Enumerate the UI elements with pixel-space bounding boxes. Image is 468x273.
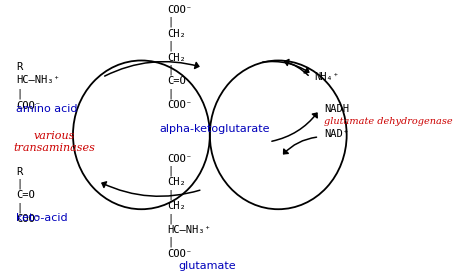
Text: C=O: C=O (167, 76, 186, 86)
Text: CH₂: CH₂ (167, 201, 186, 211)
Text: glutamate: glutamate (179, 261, 236, 271)
Text: alpha-ketoglutarate: alpha-ketoglutarate (160, 124, 270, 134)
Text: HC—NH₃⁺: HC—NH₃⁺ (167, 225, 211, 235)
Text: |: | (16, 88, 22, 99)
Text: |: | (16, 179, 22, 189)
Text: COO⁻: COO⁻ (167, 5, 192, 15)
Text: keto-acid: keto-acid (16, 213, 68, 223)
Text: NH₄⁺: NH₄⁺ (315, 72, 340, 82)
Text: NAD⁺: NAD⁺ (324, 129, 349, 139)
Text: |: | (16, 202, 22, 213)
Text: COO⁻: COO⁻ (16, 101, 42, 111)
Text: |: | (167, 88, 173, 99)
Text: NADH: NADH (324, 104, 349, 114)
Text: amino acid: amino acid (16, 104, 78, 114)
Text: CH₂: CH₂ (167, 177, 186, 188)
Text: C=O: C=O (16, 190, 35, 200)
Text: glutamate dehydrogenase: glutamate dehydrogenase (324, 117, 453, 126)
Text: COO⁻: COO⁻ (167, 100, 192, 110)
Text: R: R (16, 63, 22, 72)
Text: COO⁻: COO⁻ (167, 249, 192, 259)
Text: |: | (167, 237, 173, 248)
Text: CH₂: CH₂ (167, 53, 186, 63)
Text: |: | (167, 17, 173, 27)
Text: CH₂: CH₂ (167, 29, 186, 39)
Text: various
transaminases: various transaminases (14, 131, 95, 153)
Text: R: R (16, 167, 22, 177)
Text: |: | (167, 213, 173, 224)
Text: |: | (167, 64, 173, 75)
Text: |: | (167, 166, 173, 176)
Text: |: | (167, 189, 173, 200)
Text: HC—NH₃⁺: HC—NH₃⁺ (16, 75, 60, 85)
Text: |: | (167, 41, 173, 51)
Text: COO⁻: COO⁻ (167, 154, 192, 164)
Text: COO⁻: COO⁻ (16, 214, 42, 224)
